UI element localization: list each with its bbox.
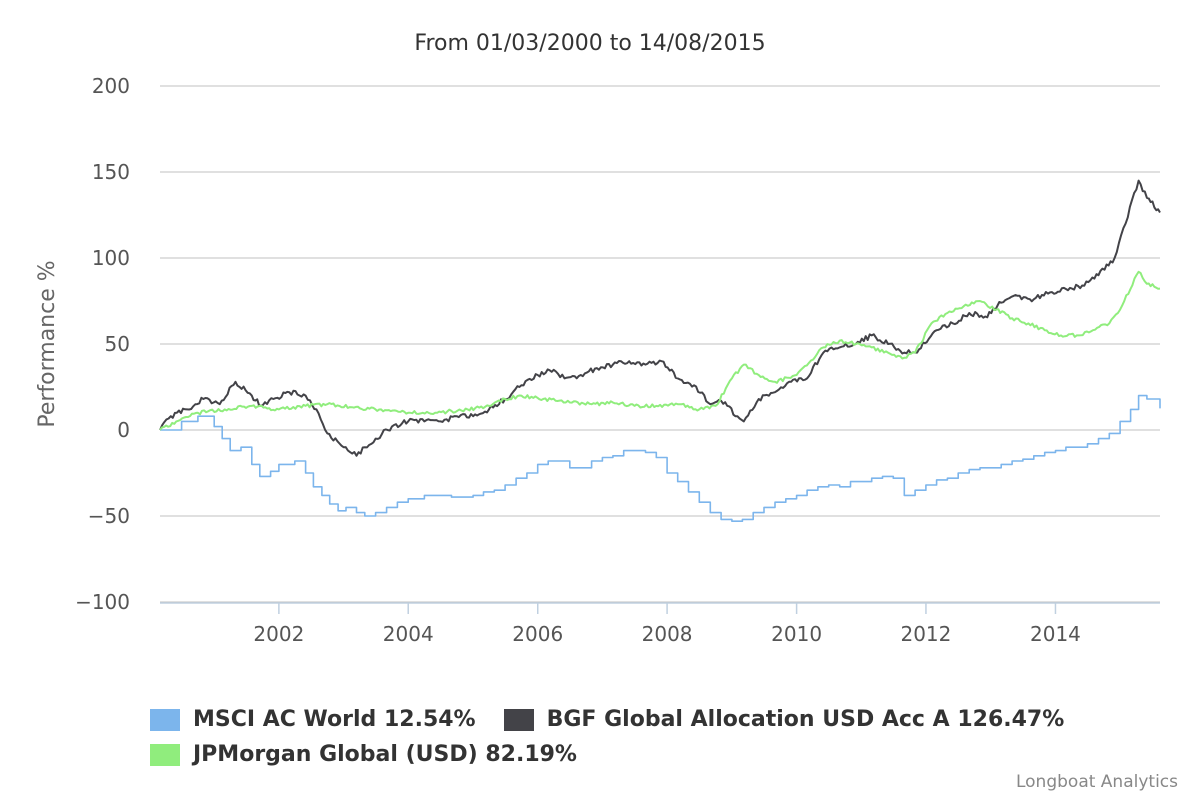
- y-tick-label: −50: [88, 504, 130, 528]
- legend-item-bgf[interactable]: BGF Global Allocation USD Acc A 126.47%: [503, 707, 1065, 732]
- y-tick-label: −100: [75, 590, 130, 614]
- y-tick-label: 150: [92, 160, 130, 184]
- x-tick-label: 2006: [512, 622, 563, 646]
- legend-name-jpm: JPMorgan Global (USD): [193, 742, 478, 767]
- legend-value-bgf: 126.47%: [957, 707, 1065, 732]
- y-tick-label: 100: [92, 246, 130, 270]
- legend-item-msci[interactable]: MSCI AC World 12.54%: [150, 707, 476, 732]
- x-tick-label: 2012: [900, 622, 951, 646]
- y-tick-label: 200: [92, 74, 130, 98]
- grid-lines: [160, 85, 1160, 603]
- y-axis-label: Performance %: [35, 260, 60, 427]
- x-tick-label: 2010: [771, 622, 822, 646]
- legend: MSCI AC World 12.54% BGF Global Allocati…: [150, 702, 1092, 772]
- legend-swatch-msci: [150, 708, 180, 731]
- credits-link[interactable]: Longboat Analytics: [1015, 772, 1178, 792]
- legend-row-2: JPMorgan Global (USD) 82.19%: [150, 737, 1092, 772]
- x-tick-label: 2002: [253, 622, 304, 646]
- x-tick-label: 2008: [642, 622, 693, 646]
- legend-name-bgf: BGF Global Allocation USD Acc A: [546, 707, 950, 732]
- series-line-msci: [160, 394, 1161, 522]
- y-axis-ticks: 200 150 100 50 0 −50 −100: [75, 74, 130, 614]
- legend-swatch-bgf: [503, 708, 534, 731]
- y-tick-label: 50: [105, 332, 130, 356]
- y-tick-label: 0: [117, 418, 130, 442]
- legend-name-msci: MSCI AC World: [193, 707, 377, 732]
- x-tick-label: 2004: [383, 622, 434, 646]
- x-tick-label: 2014: [1030, 622, 1081, 646]
- legend-row-1: MSCI AC World 12.54% BGF Global Allocati…: [150, 702, 1092, 737]
- series-line-jpm: [159, 270, 1161, 431]
- series-lines: [159, 179, 1161, 522]
- x-axis: 2002 2004 2006 2008 2010 2012 2014: [160, 602, 1160, 646]
- legend-swatch-jpm: [150, 743, 180, 766]
- legend-value-jpm: 82.19%: [485, 742, 577, 767]
- chart-title: From 01/03/2000 to 14/08/2015: [414, 31, 765, 56]
- legend-item-jpm[interactable]: JPMorgan Global (USD) 82.19%: [150, 742, 577, 767]
- legend-value-msci: 12.54%: [383, 707, 476, 732]
